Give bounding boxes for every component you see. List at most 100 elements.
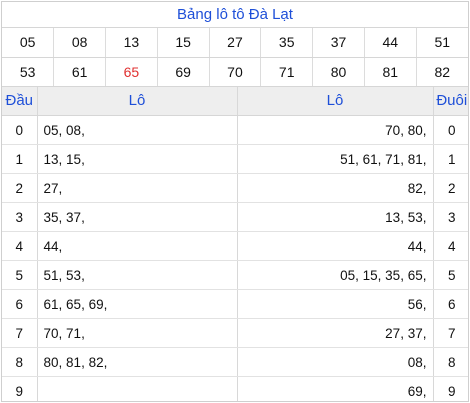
lo-right-cell: 56, xyxy=(237,289,434,319)
lotto-number: 27 xyxy=(385,325,401,341)
lo-left-cell: 27, xyxy=(37,173,238,203)
result-number: 65 xyxy=(105,57,158,87)
result-number: 71 xyxy=(260,57,314,87)
lo-right-cell: 70, 80, xyxy=(237,115,434,145)
lotto-number: 61 xyxy=(362,151,378,167)
result-number: 44 xyxy=(364,28,417,58)
dau-digit: 3 xyxy=(2,202,38,232)
lo-right-cell: 82, xyxy=(237,173,434,203)
lotto-number: 65 xyxy=(407,267,423,283)
duoi-digit: 2 xyxy=(433,173,468,203)
lotto-number: 82 xyxy=(88,354,104,370)
duoi-digit: 6 xyxy=(433,289,468,319)
result-number: 53 xyxy=(2,57,55,87)
lo-left-cell xyxy=(37,376,238,401)
board-title: Bảng lô tô Đà Lạt xyxy=(2,2,468,28)
lotto-number: 15 xyxy=(362,267,378,283)
lo-to-row: 1 13, 15, 51, 61, 71, 81, 1 xyxy=(2,144,468,174)
lo-left-cell: 61, 65, 69, xyxy=(37,289,238,319)
lotto-number: 71 xyxy=(66,325,82,341)
dau-digit: 5 xyxy=(2,260,38,290)
result-number: 05 xyxy=(2,28,55,58)
result-number: 27 xyxy=(209,28,262,58)
dau-digit: 1 xyxy=(2,144,38,174)
duoi-digit: 0 xyxy=(433,115,468,145)
result-number: 80 xyxy=(312,57,365,87)
lo-right-cell: 27, 37, xyxy=(237,318,434,348)
result-number: 15 xyxy=(157,28,210,58)
lotto-number: 65 xyxy=(66,296,82,312)
dau-digit: 9 xyxy=(2,376,38,401)
lotto-number: 82 xyxy=(407,180,423,196)
lo-to-row: 7 70, 71, 27, 37, 7 xyxy=(2,318,468,348)
lo-to-row: 9 69, 9 xyxy=(2,376,468,401)
lo-left-cell: 05, 08, xyxy=(37,115,238,145)
lo-left-cell: 51, 53, xyxy=(37,260,238,290)
result-number: 13 xyxy=(105,28,158,58)
lotto-number: 61 xyxy=(43,296,59,312)
lotto-number: 69 xyxy=(88,296,104,312)
lo-to-row: 6 61, 65, 69, 56, 6 xyxy=(2,289,468,319)
duoi-digit: 8 xyxy=(433,347,468,377)
duoi-digit: 9 xyxy=(433,376,468,401)
lotto-number: 08 xyxy=(407,354,423,370)
result-number: 69 xyxy=(157,57,210,87)
lo-to-table: Đầu Lô Lô Đuôi 0 05, 08, 70, 80, 0 1 13, 15, 5… xyxy=(2,86,468,401)
lo-right-cell: 13, 53, xyxy=(237,202,434,232)
lotto-number: 56 xyxy=(407,296,423,312)
results-row-2: 53 61 65 69 70 71 80 81 82 xyxy=(2,57,468,87)
result-number: 35 xyxy=(260,28,314,58)
lo-to-row: 4 44, 44, 4 xyxy=(2,231,468,261)
lo-left-cell: 70, 71, xyxy=(37,318,238,348)
header-lo-right: Lô xyxy=(237,86,434,116)
lotto-number: 51 xyxy=(43,267,59,283)
lotto-number: 15 xyxy=(66,151,82,167)
lotto-number: 51 xyxy=(340,151,356,167)
duoi-digit: 1 xyxy=(433,144,468,174)
result-number: 51 xyxy=(416,28,468,58)
header-duoi: Đuôi xyxy=(433,86,468,116)
lotto-number: 37 xyxy=(66,209,82,225)
lotto-number: 70 xyxy=(43,325,59,341)
lotto-number: 81 xyxy=(66,354,82,370)
lotto-number: 27 xyxy=(43,180,59,196)
lotto-number: 44 xyxy=(43,238,59,254)
lotto-number: 05 xyxy=(43,122,59,138)
lotto-number: 69 xyxy=(407,383,423,399)
duoi-digit: 7 xyxy=(433,318,468,348)
lo-to-row: 0 05, 08, 70, 80, 0 xyxy=(2,115,468,145)
lo-to-row: 2 27, 82, 2 xyxy=(2,173,468,203)
lo-left-cell: 80, 81, 82, xyxy=(37,347,238,377)
lotto-number: 05 xyxy=(340,267,356,283)
result-number: 81 xyxy=(364,57,417,87)
lo-right-cell: 51, 61, 71, 81, xyxy=(237,144,434,174)
result-number: 08 xyxy=(53,28,107,58)
dau-digit: 8 xyxy=(2,347,38,377)
lo-left-cell: 13, 15, xyxy=(37,144,238,174)
lo-right-cell: 69, xyxy=(237,376,434,401)
lo-to-row: 3 35, 37, 13, 53, 3 xyxy=(2,202,468,232)
lo-left-cell: 35, 37, xyxy=(37,202,238,232)
lotto-number: 71 xyxy=(385,151,401,167)
dau-digit: 2 xyxy=(2,173,38,203)
duoi-digit: 4 xyxy=(433,231,468,261)
lotto-number: 35 xyxy=(43,209,59,225)
duoi-digit: 5 xyxy=(433,260,468,290)
lo-right-cell: 05, 15, 35, 65, xyxy=(237,260,434,290)
lo-to-row: 8 80, 81, 82, 08, 8 xyxy=(2,347,468,377)
lotto-number: 70 xyxy=(385,122,401,138)
result-number: 82 xyxy=(416,57,468,87)
header-lo-left: Lô xyxy=(37,86,238,116)
result-number: 37 xyxy=(312,28,365,58)
lotto-number: 13 xyxy=(43,151,59,167)
lotto-number: 08 xyxy=(66,122,82,138)
lotto-number: 53 xyxy=(66,267,82,283)
lotto-number: 53 xyxy=(407,209,423,225)
lo-to-header-row: Đầu Lô Lô Đuôi xyxy=(2,86,468,116)
duoi-digit: 3 xyxy=(433,202,468,232)
lo-to-row: 5 51, 53, 05, 15, 35, 65, 5 xyxy=(2,260,468,290)
lotto-number: 80 xyxy=(407,122,423,138)
header-dau: Đầu xyxy=(2,86,38,116)
result-number: 61 xyxy=(53,57,107,87)
